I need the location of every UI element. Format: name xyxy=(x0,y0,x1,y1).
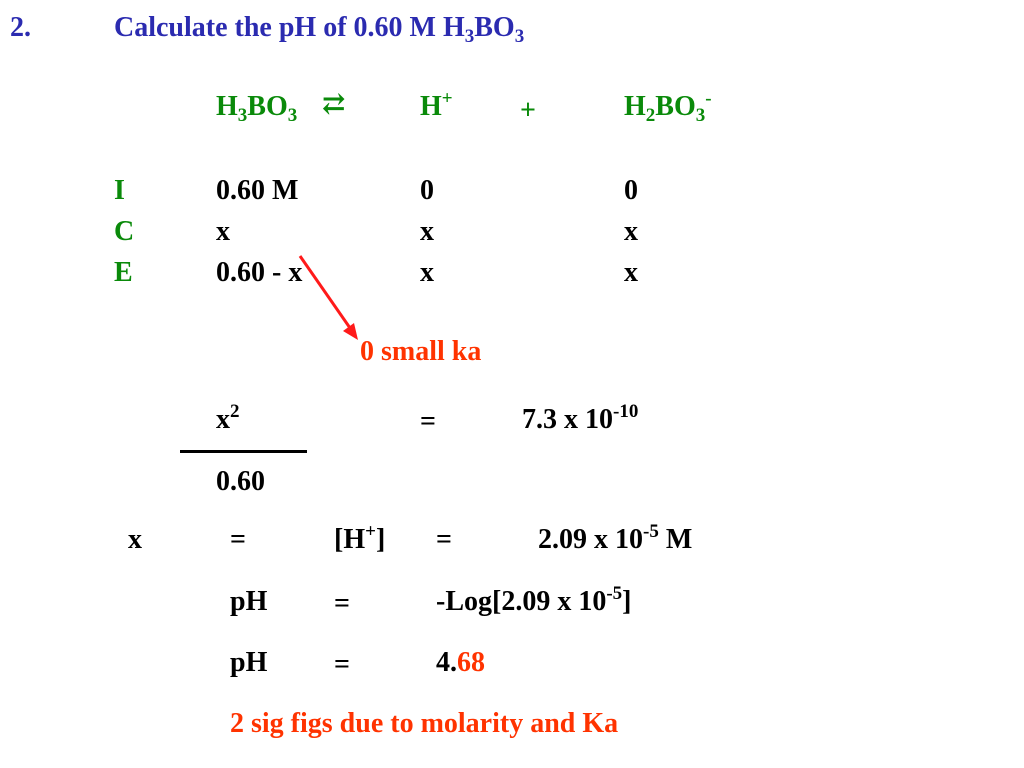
ph-result-decimals: 68 xyxy=(457,647,485,678)
equilibrium-arrow: ⇄ xyxy=(322,89,346,120)
ph-log-exp: -5 xyxy=(606,583,623,604)
solve-h-open: [H xyxy=(334,524,366,555)
ka-denominator: 0.60 xyxy=(216,466,265,497)
equation-plus: + xyxy=(520,95,536,126)
annotation-arrow-line xyxy=(298,255,352,329)
product-h-charge: + xyxy=(441,88,453,109)
ph-label-2: pH xyxy=(230,647,268,678)
product2-sub2: 3 xyxy=(695,105,706,126)
ph-result: 4.68 xyxy=(436,649,485,677)
reactant-bo: BO xyxy=(247,91,288,122)
annotation-arrow-head xyxy=(343,323,358,340)
ice-e-h2bo3: x xyxy=(624,257,638,288)
ka-numerator-exp: 2 xyxy=(230,401,240,422)
product-h: H xyxy=(420,91,442,122)
equation-product-h: H+ xyxy=(420,89,453,122)
reactant-h: H xyxy=(216,91,238,122)
question-title-sub1: 3 xyxy=(464,26,475,47)
ph-equals-2: = xyxy=(334,649,350,680)
question-title-text: Calculate the pH of 0.60 M H xyxy=(114,12,465,43)
ice-c-h2bo3: x xyxy=(624,216,638,247)
small-ka-annotation: 0 small ka xyxy=(360,336,482,367)
question-number: 2. xyxy=(10,12,31,43)
ka-value-base: 7.3 x 10 xyxy=(522,404,613,435)
solve-value-exp: -5 xyxy=(643,521,659,542)
ph-log-expression: -Log[2.09 x 10-5] xyxy=(436,584,632,617)
ka-numerator: x2 xyxy=(216,402,240,435)
fraction-bar xyxy=(180,450,307,453)
ka-numerator-x: x xyxy=(216,404,230,435)
sig-figs-note: 2 sig figs due to molarity and Ka xyxy=(230,708,619,739)
ph-label-1: pH xyxy=(230,586,268,617)
ice-i-h: 0 xyxy=(420,175,434,206)
product2-bo: BO xyxy=(655,91,696,122)
reactant-sub1: 3 xyxy=(237,105,248,126)
ka-equals: = xyxy=(420,406,436,437)
ice-i-h2bo3: 0 xyxy=(624,175,638,206)
equation-reactant: H3BO3 xyxy=(216,91,297,126)
solve-value: 2.09 x 10-5 M xyxy=(538,522,693,555)
ice-label-e: E xyxy=(114,257,133,288)
ice-c-h: x xyxy=(420,216,434,247)
solve-equals-2: = xyxy=(436,524,452,555)
ice-label-i: I xyxy=(114,175,125,206)
solve-h-conc: [H+] xyxy=(334,522,386,555)
ph-equals-1: = xyxy=(334,588,350,619)
question-title-mid: BO xyxy=(474,12,515,43)
solve-h-charge: + xyxy=(365,521,376,542)
ph-log-base: -Log[2.09 x 10 xyxy=(436,586,607,617)
solve-x: x xyxy=(128,524,142,555)
ice-e-h: x xyxy=(420,257,434,288)
ph-log-close: ] xyxy=(622,586,632,617)
solve-unit: M xyxy=(658,524,693,555)
equation-product-h2bo3: H2BO3- xyxy=(624,89,712,125)
reactant-sub2: 3 xyxy=(287,105,298,126)
question-title-sub2: 3 xyxy=(514,26,525,47)
ice-label-c: C xyxy=(114,216,135,247)
product2-h: H xyxy=(624,91,646,122)
solve-value-base: 2.09 x 10 xyxy=(538,524,643,555)
solve-h-close: ] xyxy=(375,524,386,555)
product2-charge: - xyxy=(705,88,712,109)
ice-e-reactant: 0.60 - x xyxy=(216,257,303,288)
ph-result-int: 4. xyxy=(436,647,457,678)
ice-i-reactant: 0.60 M xyxy=(216,175,299,206)
question-title: Calculate the pH of 0.60 M H3BO3 xyxy=(114,12,524,47)
ka-value: 7.3 x 10-10 xyxy=(522,402,638,435)
product2-sub1: 2 xyxy=(645,105,656,126)
ka-value-exp: -10 xyxy=(613,401,639,422)
ice-c-reactant: x xyxy=(216,216,230,247)
solve-equals-1: = xyxy=(230,524,246,555)
